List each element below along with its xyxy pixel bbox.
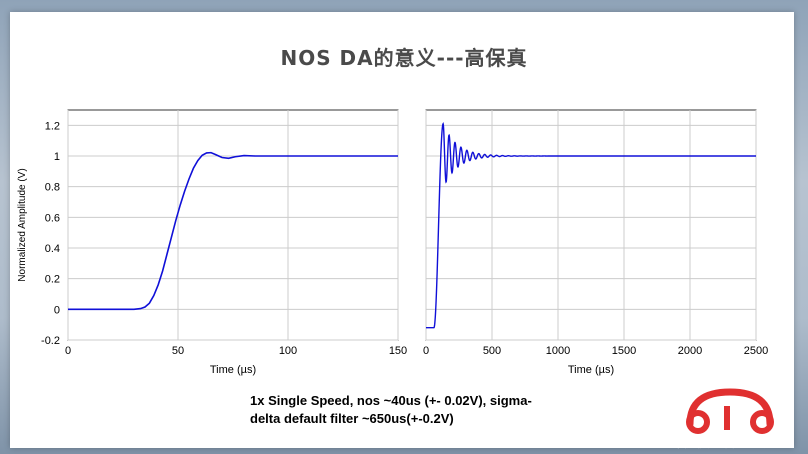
chart-right: 0 500 1000 1500 2000 2500 Time (µs) — [423, 109, 768, 376]
plot-area — [67, 109, 399, 341]
headphone-logo-icon — [686, 388, 774, 434]
ticks: 0 50 100 150 -0.2 0 0.2 0.4 0.6 0.8 1 1.2 — [41, 120, 407, 357]
watermark: 耳机俱乐部论坛 — [668, 435, 766, 451]
caption-line-2: delta default filter ~650us(+-0.2V) — [250, 411, 454, 426]
x-tick-label: 0 — [65, 345, 71, 357]
y-tick-label: -0.2 — [41, 335, 60, 347]
x-tick-label: 2000 — [678, 345, 702, 357]
y-tick-label: 0.8 — [45, 182, 60, 194]
y-tick-label: 0.6 — [45, 212, 60, 224]
ticks: 0 500 1000 1500 2000 2500 — [423, 345, 768, 357]
y-tick-label: 0.2 — [45, 274, 60, 286]
x-tick-label: 1000 — [546, 345, 570, 357]
x-tick-label: 2500 — [744, 345, 768, 357]
x-tick-label: 500 — [483, 345, 501, 357]
x-tick-label: 50 — [172, 345, 184, 357]
x-axis-label: Time (µs) — [568, 364, 614, 376]
x-tick-label: 150 — [389, 345, 407, 357]
chart-left: 0 50 100 150 -0.2 0 0.2 0.4 0.6 0.8 1 1.2 Time (µs)… — [17, 109, 407, 376]
caption: 1x Single Speed, nos ~40us (+- 0.02V), s… — [250, 392, 610, 428]
y-axis-label: Normalized Amplitude (V) — [17, 168, 28, 281]
series-line — [68, 151, 398, 311]
y-tick-label: 0.4 — [45, 243, 60, 255]
y-tick-label: 1.2 — [45, 120, 60, 132]
x-axis-label: Time (µs) — [210, 364, 256, 376]
x-tick-label: 1500 — [612, 345, 636, 357]
y-tick-label: 0 — [54, 304, 60, 316]
y-tick-label: 1 — [54, 151, 60, 163]
x-tick-label: 100 — [279, 345, 297, 357]
series-line — [426, 121, 756, 329]
slide-title: NOS DA的意义---高保真 — [280, 46, 528, 70]
plot-area — [425, 109, 757, 341]
caption-line-1: 1x Single Speed, nos ~40us (+- 0.02V), s… — [250, 393, 532, 408]
x-tick-label: 0 — [423, 345, 429, 357]
